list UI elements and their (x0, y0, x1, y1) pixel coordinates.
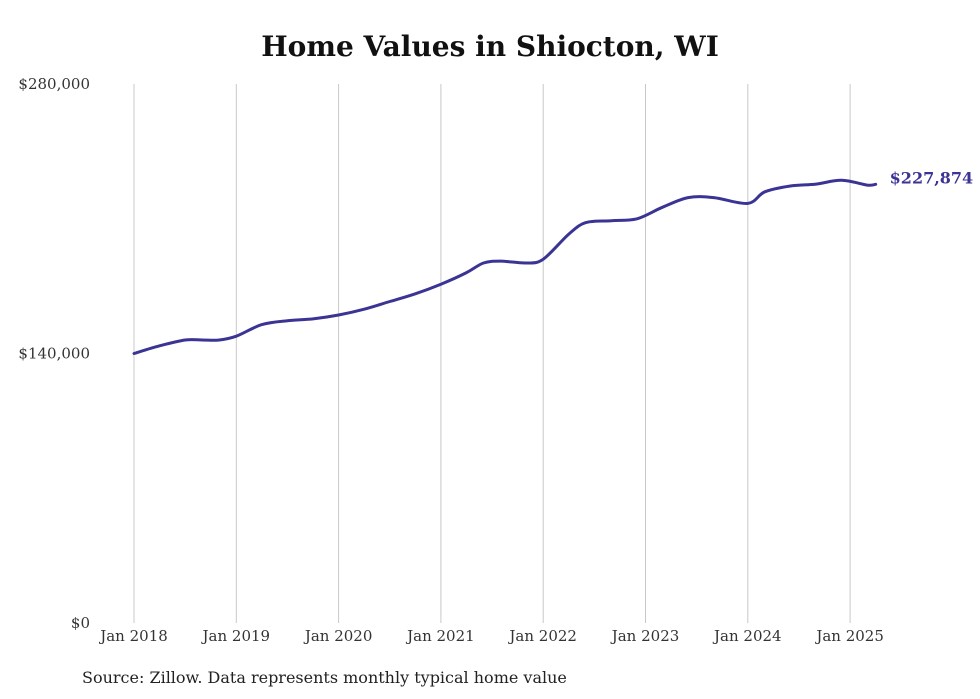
y-tick-label: $140,000 (18, 345, 90, 363)
series-line-layer (132, 178, 878, 355)
x-tick-label: Jan 2020 (303, 627, 373, 645)
end-value-label: $227,874 (890, 168, 974, 187)
chart-title: Home Values in Shiocton, WI (261, 30, 719, 63)
vertical-gridlines (133, 84, 851, 623)
x-tick-label: Jan 2019 (201, 627, 271, 645)
x-tick-label: Jan 2023 (610, 627, 680, 645)
x-tick-label: Jan 2025 (814, 627, 884, 645)
y-axis-tick-labels: $0 $140,000 $280,000 (18, 75, 90, 632)
x-tick-label: Jan 2024 (712, 627, 782, 645)
source-note: Source: Zillow. Data represents monthly … (82, 668, 567, 687)
home-value-line (132, 178, 878, 355)
x-tick-label: Jan 2022 (507, 627, 577, 645)
y-tick-label: $0 (71, 614, 90, 632)
x-tick-label: Jan 2018 (98, 627, 168, 645)
x-tick-label: Jan 2021 (405, 627, 475, 645)
x-axis-tick-labels: Jan 2018 Jan 2019 Jan 2020 Jan 2021 Jan 2022… (98, 627, 884, 645)
y-tick-label: $280,000 (18, 75, 90, 93)
end-value-label-layer: $227,874 (890, 168, 974, 187)
